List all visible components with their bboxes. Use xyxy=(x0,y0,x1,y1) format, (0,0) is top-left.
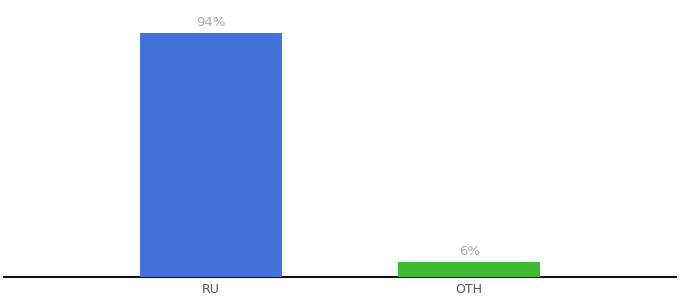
Text: 94%: 94% xyxy=(196,16,226,29)
Bar xyxy=(140,33,282,277)
Bar xyxy=(398,262,540,277)
Text: 6%: 6% xyxy=(459,245,479,258)
